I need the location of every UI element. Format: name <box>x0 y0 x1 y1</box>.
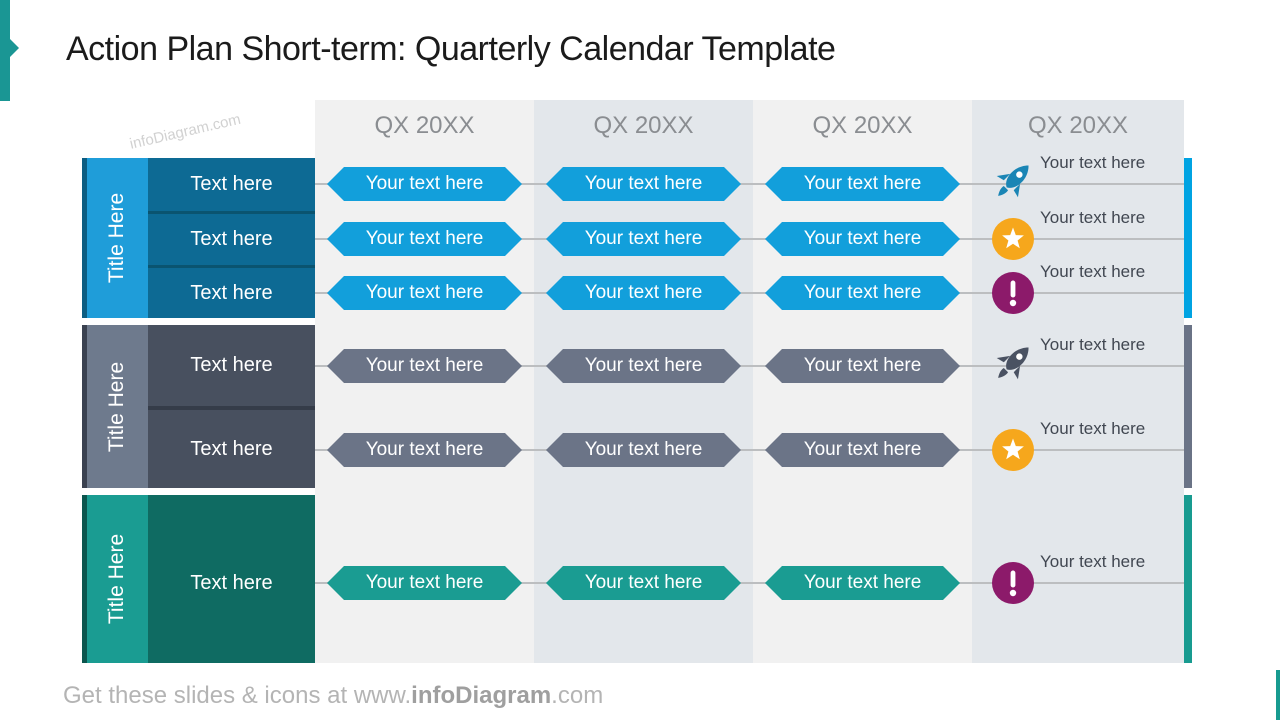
milestone-arrow: Your text here <box>546 167 741 201</box>
group-title-strip-blue: Title Here <box>87 158 148 318</box>
icon-label: Your text here <box>1040 552 1146 571</box>
group-rows-bg-blue <box>148 158 315 318</box>
group-edge-gray <box>82 325 87 488</box>
milestone-arrow: Your text here <box>765 349 960 383</box>
exclamation-icon <box>992 562 1034 609</box>
quarter-header-3: QX 20XX <box>812 112 913 139</box>
milestone-arrow: Your text here <box>546 276 741 310</box>
footer-prefix: Get these slides & icons at www. <box>63 682 412 709</box>
group-title: Title Here <box>105 361 129 452</box>
quarter-header-1: QX 20XX <box>374 112 475 139</box>
milestone-arrow: Your text here <box>327 349 522 383</box>
milestone-arrow: Your text here <box>546 566 741 600</box>
row-label: Text here <box>190 354 273 376</box>
bookmark-ribbon-icon <box>0 0 19 101</box>
row-label: Text here <box>190 173 273 195</box>
milestone-arrow: Your text here <box>765 167 960 201</box>
timeline-line <box>315 582 1184 584</box>
footer-credit: Get these slides & icons at www.infoDiag… <box>63 682 603 710</box>
row-label: Text here <box>190 437 273 460</box>
group-title-strip-gray: Title Here <box>87 325 148 488</box>
page-title: Action Plan Short-term: Quarterly Calend… <box>66 30 836 68</box>
row-label: Text here <box>190 228 273 250</box>
icon-label: Your text here <box>1040 153 1146 172</box>
timeline-line <box>315 183 1184 185</box>
milestone-arrow: Your text here <box>327 167 522 201</box>
group-color-bar-gray <box>1184 325 1192 488</box>
group-color-bar-teal <box>1184 495 1192 663</box>
milestone-arrow: Your text here <box>546 222 741 256</box>
milestone-arrow: Your text here <box>765 433 960 467</box>
row-label: Text here <box>190 571 273 594</box>
corner-accent-bar <box>1276 670 1280 720</box>
quarter-header-4: QX 20XX <box>1027 112 1129 139</box>
timeline-line <box>315 365 1184 367</box>
row-separator <box>148 211 315 214</box>
footer-suffix: .com <box>551 682 604 709</box>
milestone-arrow: Your text here <box>546 433 741 467</box>
bookmark-arrow-icon <box>10 39 19 57</box>
milestone-arrow: Your text here <box>327 276 522 310</box>
watermark: infoDiagram.com <box>128 110 243 153</box>
exclamation-icon <box>992 272 1034 319</box>
timeline-line <box>315 449 1184 451</box>
footer-brand: infoDiagram <box>411 682 552 709</box>
icon-label: Your text here <box>1040 208 1146 227</box>
rocket-icon <box>988 338 1038 393</box>
row-separator <box>148 265 315 268</box>
timeline-line <box>315 238 1184 240</box>
star-icon <box>992 429 1034 476</box>
quarter-header-2: QX 20XX <box>593 112 694 139</box>
icon-label: Your text here <box>1040 419 1146 438</box>
icon-label: Your text here <box>1040 262 1146 281</box>
milestone-arrow: Your text here <box>327 222 522 256</box>
row-separator <box>148 406 315 410</box>
star-icon <box>992 218 1034 265</box>
milestone-arrow: Your text here <box>765 222 960 256</box>
group-title: Title Here <box>105 533 129 625</box>
milestone-arrow: Your text here <box>765 276 960 310</box>
group-edge-teal <box>82 495 87 663</box>
icon-label: Your text here <box>1040 335 1146 354</box>
group-rows-bg-teal <box>148 495 315 663</box>
rocket-icon <box>988 156 1038 211</box>
group-edge-blue <box>82 158 87 318</box>
milestone-arrow: Your text here <box>765 566 960 600</box>
row-label: Text here <box>190 281 273 304</box>
timeline-line <box>315 292 1184 294</box>
milestone-arrow: Your text here <box>327 566 522 600</box>
group-color-bar-blue <box>1184 158 1192 318</box>
group-title: Title Here <box>105 192 129 284</box>
milestone-arrow: Your text here <box>546 349 741 383</box>
group-title-strip-teal: Title Here <box>87 495 148 663</box>
milestone-arrow: Your text here <box>327 433 522 467</box>
